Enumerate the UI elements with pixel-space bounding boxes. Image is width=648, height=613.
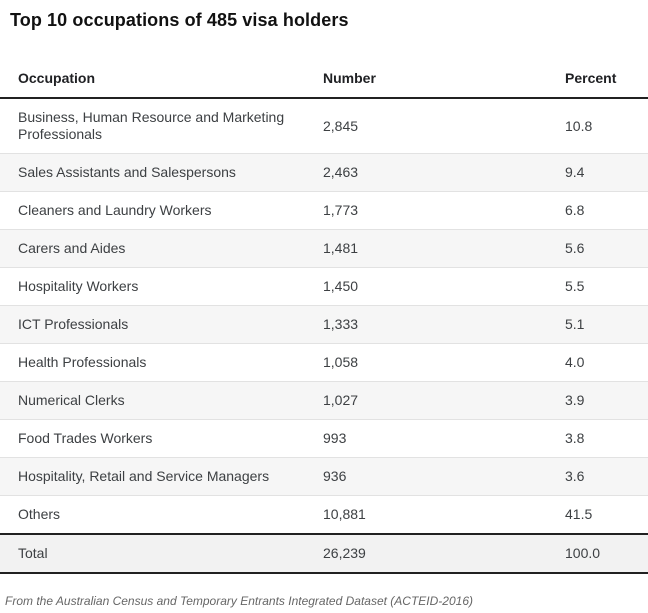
table-header: Occupation Number Percent: [0, 60, 648, 99]
total-percent-cell: 100.0: [547, 533, 648, 574]
total-row: Total 26,239 100.0: [0, 533, 648, 574]
occupation-cell: Carers and Aides: [0, 229, 305, 268]
page-title: Top 10 occupations of 485 visa holders: [10, 10, 349, 30]
table-footer: Total 26,239 100.0: [0, 533, 648, 574]
percent-cell: 5.1: [547, 305, 648, 344]
total-number-cell: 26,239: [305, 533, 547, 574]
table-body: Business, Human Resource and Marketing P…: [0, 98, 648, 535]
table-row: Others 10,881 41.5: [0, 495, 648, 535]
number-cell: 1,027: [305, 381, 547, 420]
column-header-percent: Percent: [547, 60, 648, 99]
total-label-cell: Total: [0, 533, 305, 574]
column-header-number: Number: [305, 60, 547, 99]
table-row: Cleaners and Laundry Workers 1,773 6.8: [0, 191, 648, 230]
occupation-cell: Sales Assistants and Salespersons: [0, 153, 305, 192]
percent-cell: 10.8: [547, 98, 648, 154]
number-cell: 1,773: [305, 191, 547, 230]
occupation-cell: Health Professionals: [0, 343, 305, 382]
number-cell: 993: [305, 419, 547, 458]
percent-cell: 5.6: [547, 229, 648, 268]
occupation-cell: Hospitality Workers: [0, 267, 305, 306]
occupation-cell: Hospitality, Retail and Service Managers: [0, 457, 305, 496]
occupation-cell: Cleaners and Laundry Workers: [0, 191, 305, 230]
table-row: Numerical Clerks 1,027 3.9: [0, 381, 648, 420]
occupation-cell: Food Trades Workers: [0, 419, 305, 458]
header-row: Occupation Number Percent: [0, 60, 648, 99]
percent-cell: 6.8: [547, 191, 648, 230]
percent-cell: 4.0: [547, 343, 648, 382]
table-row: Sales Assistants and Salespersons 2,463 …: [0, 153, 648, 192]
occupations-table: Occupation Number Percent Business, Huma…: [0, 60, 648, 574]
number-cell: 1,333: [305, 305, 547, 344]
percent-cell: 3.9: [547, 381, 648, 420]
number-cell: 10,881: [305, 495, 547, 535]
percent-cell: 3.8: [547, 419, 648, 458]
number-cell: 1,058: [305, 343, 547, 382]
occupation-cell: Business, Human Resource and Marketing P…: [0, 98, 305, 154]
number-cell: 2,845: [305, 98, 547, 154]
table-row: Hospitality Workers 1,450 5.5: [0, 267, 648, 306]
number-cell: 936: [305, 457, 547, 496]
percent-cell: 3.6: [547, 457, 648, 496]
table-row: Hospitality, Retail and Service Managers…: [0, 457, 648, 496]
table-row: ICT Professionals 1,333 5.1: [0, 305, 648, 344]
number-cell: 1,450: [305, 267, 547, 306]
table-row: Carers and Aides 1,481 5.6: [0, 229, 648, 268]
percent-cell: 5.5: [547, 267, 648, 306]
source-note: From the Australian Census and Temporary…: [5, 594, 473, 608]
table-row: Food Trades Workers 993 3.8: [0, 419, 648, 458]
table-row: Business, Human Resource and Marketing P…: [0, 98, 648, 154]
occupation-cell: Others: [0, 495, 305, 535]
percent-cell: 9.4: [547, 153, 648, 192]
number-cell: 1,481: [305, 229, 547, 268]
column-header-occupation: Occupation: [0, 60, 305, 99]
table-row: Health Professionals 1,058 4.0: [0, 343, 648, 382]
occupation-cell: Numerical Clerks: [0, 381, 305, 420]
number-cell: 2,463: [305, 153, 547, 192]
occupation-cell: ICT Professionals: [0, 305, 305, 344]
percent-cell: 41.5: [547, 495, 648, 535]
